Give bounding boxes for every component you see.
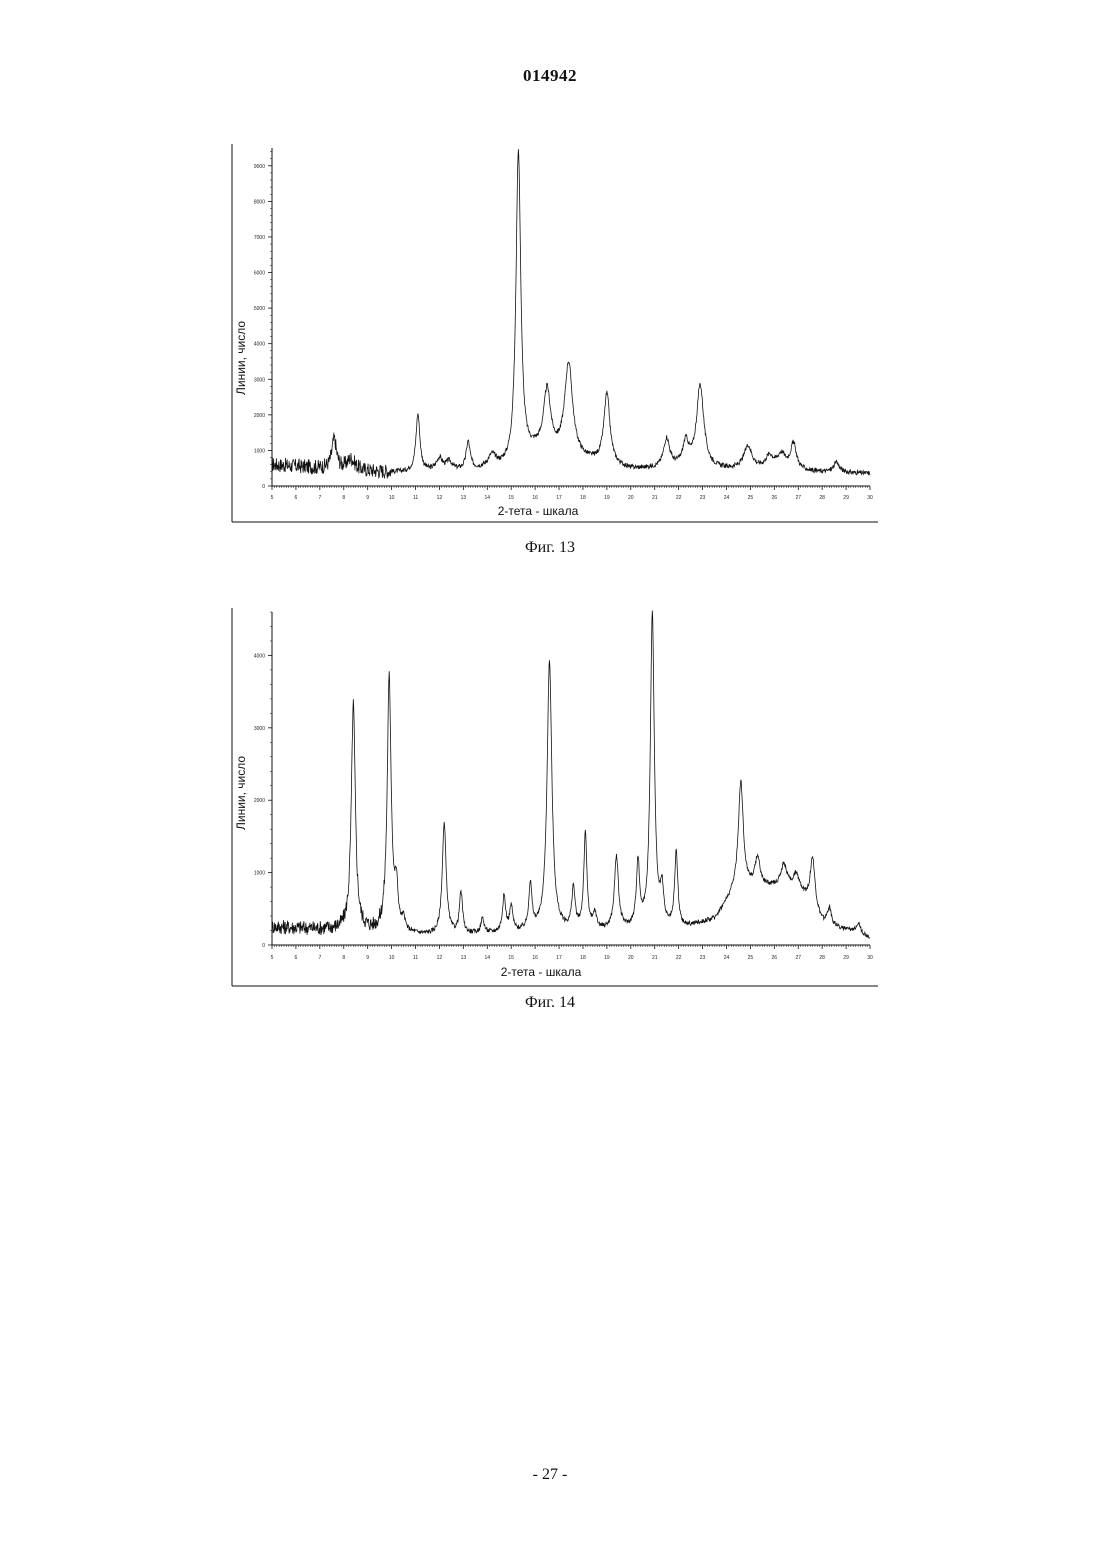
xrd-chart-fig14: Линии, число 2-тета - шкала 5 6 7 8 9 10 11 12 1… [228, 604, 880, 990]
x-axis-label: 2-тета - шкала [498, 504, 579, 518]
y-tick-label: 2000 [254, 413, 265, 419]
x-tick-label: 8 [342, 955, 345, 961]
x-tick-label: 30 [867, 955, 873, 961]
y-tick-label: 4000 [254, 653, 265, 659]
x-tick-label: 13 [461, 495, 467, 501]
x-tick-label: 25 [748, 495, 754, 501]
x-tick-label: 20 [628, 955, 634, 961]
x-tick-label: 26 [772, 495, 778, 501]
x-tick-label: 22 [676, 955, 682, 961]
x-tick-label: 12 [437, 955, 443, 961]
x-tick-label: 12 [437, 495, 443, 501]
x-tick-label: 6 [295, 955, 298, 961]
figure-13-caption: Фиг. 13 [0, 539, 1100, 557]
y-tick-label: 3000 [254, 377, 265, 383]
x-tick-label: 5 [271, 955, 274, 961]
y-tick-label: 0 [262, 943, 265, 949]
xrd-chart-fig13: Линии, число 2-тета - шкала 5 6 7 8 9 10 11 12 1… [228, 140, 880, 526]
x-tick-label: 15 [508, 495, 514, 501]
x-tick-label: 27 [795, 495, 801, 501]
x-tick-label: 23 [700, 495, 706, 501]
x-tick-label: 10 [389, 955, 395, 961]
diffraction-pattern-line [272, 149, 870, 478]
document-number: 014942 [0, 66, 1100, 86]
x-tick-label: 14 [484, 955, 490, 961]
x-tick-label: 30 [867, 495, 873, 501]
figure-14-caption: Фиг. 14 [0, 994, 1100, 1012]
y-tick-label: 4000 [254, 342, 265, 348]
x-tick-label: 25 [748, 955, 754, 961]
x-tick-label: 29 [843, 955, 849, 961]
x-tick-label: 9 [366, 955, 369, 961]
x-tick-label: 19 [604, 495, 610, 501]
x-tick-label: 10 [389, 495, 395, 501]
y-tick-label: 1000 [254, 448, 265, 454]
x-tick-label: 14 [484, 495, 490, 501]
page-number: - 27 - [0, 1466, 1100, 1484]
x-tick-label: 6 [295, 495, 298, 501]
y-tick-label: 2000 [254, 798, 265, 804]
y-tick-label: 7000 [254, 235, 265, 241]
x-tick-label: 11 [413, 495, 418, 501]
y-axis-label: Линии, число [234, 321, 248, 395]
x-tick-label: 21 [652, 955, 658, 961]
x-tick-label: 16 [532, 955, 538, 961]
x-tick-label: 28 [819, 495, 825, 501]
diffraction-pattern-line [272, 611, 870, 939]
y-tick-label: 3000 [254, 726, 265, 732]
x-tick-label: 9 [366, 495, 369, 501]
x-tick-label: 13 [461, 955, 467, 961]
x-tick-label: 15 [508, 955, 514, 961]
x-tick-label: 19 [604, 955, 610, 961]
x-tick-label: 24 [724, 955, 730, 961]
x-tick-label: 8 [342, 495, 345, 501]
x-tick-label: 7 [318, 495, 321, 501]
x-tick-label: 11 [413, 955, 418, 961]
x-tick-label: 23 [700, 955, 706, 961]
y-tick-label: 8000 [254, 199, 265, 205]
x-tick-label: 5 [271, 495, 274, 501]
x-tick-label: 7 [318, 955, 321, 961]
x-tick-label: 21 [652, 495, 658, 501]
x-tick-label: 22 [676, 495, 682, 501]
x-tick-label: 18 [580, 495, 586, 501]
y-axis-label: Линии, число [234, 756, 248, 830]
x-tick-label: 29 [843, 495, 849, 501]
x-tick-label: 20 [628, 495, 634, 501]
x-tick-label: 17 [556, 495, 562, 501]
y-tick-label: 6000 [254, 271, 265, 277]
x-tick-label: 24 [724, 495, 730, 501]
x-tick-label: 16 [532, 495, 538, 501]
y-tick-label: 5000 [254, 306, 265, 312]
x-tick-label: 26 [772, 955, 778, 961]
x-tick-label: 17 [556, 955, 562, 961]
figure-14: Линии, число 2-тета - шкала 5 6 7 8 9 10 11 12 1… [228, 604, 880, 990]
x-axis-label: 2-тета - шкала [501, 965, 582, 979]
y-tick-label: 9000 [254, 164, 265, 170]
y-tick-label: 1000 [254, 871, 265, 877]
axes: 5 6 7 8 9 10 11 12 13 14 15 16 17 18 19 20 21 22 23 24 25 26 2… [254, 148, 873, 501]
x-tick-label: 27 [795, 955, 801, 961]
x-tick-label: 18 [580, 955, 586, 961]
figure-13: Линии, число 2-тета - шкала 5 6 7 8 9 10 11 12 1… [228, 140, 880, 526]
x-tick-label: 28 [819, 955, 825, 961]
y-tick-label: 0 [262, 484, 265, 490]
